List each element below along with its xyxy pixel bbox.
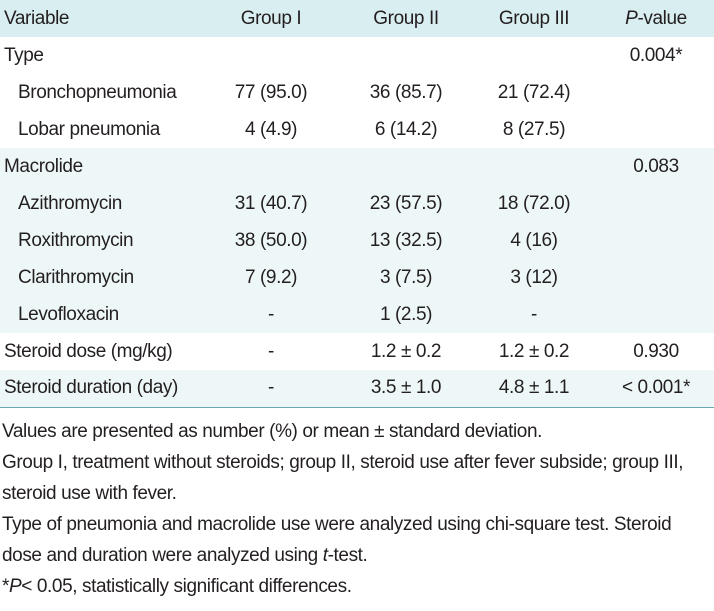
header-p-italic: P: [625, 7, 638, 29]
cell-group-2: 23 (57.5): [369, 192, 443, 214]
cell-group-1: 4 (4.9): [244, 118, 298, 140]
cell-group-3: [470, 148, 598, 185]
table-header-row: Variable Group I Group II Group III P-va…: [0, 0, 714, 37]
row-label: Macrolide: [4, 155, 83, 177]
row-label: Lobar pneumonia: [18, 118, 160, 140]
table-row: Azithromycin 31 (40.7) 23 (57.5) 18 (72.…: [0, 185, 714, 222]
row-label: Levofloxacin: [18, 303, 119, 325]
footnote-groups: Group I, treatment without steroids; gro…: [2, 451, 684, 504]
footnote-significance: *P< 0.05, statistically significant diff…: [2, 571, 712, 602]
header-group-1: Group I: [240, 7, 302, 29]
cell-group-1: 31 (40.7): [234, 192, 308, 214]
header-group-2: Group II: [373, 7, 439, 29]
cell-p-value: [598, 74, 714, 111]
cell-group-3: -: [531, 303, 537, 325]
cell-group-3: 21 (72.4): [497, 81, 571, 103]
cell-p-value: 0.930: [633, 340, 679, 362]
cell-group-3: 3 (12): [510, 266, 558, 288]
cell-p-value: [598, 185, 714, 222]
header-variable: Variable: [4, 7, 70, 29]
cell-group-2: 3 (7.5): [379, 266, 433, 288]
table-row: Bronchopneumonia 77 (95.0) 36 (85.7) 21 …: [0, 74, 714, 111]
table-footnotes: Values are presented as number (%) or me…: [0, 416, 712, 602]
cell-group-3: 1.2 ± 0.2: [498, 340, 570, 362]
row-label: Steroid duration (day): [0, 370, 200, 408]
footnote-tests-t-italic: t: [322, 544, 328, 566]
cell-group-1: -: [268, 303, 274, 325]
table-row: Clarithromycin 7 (9.2) 3 (7.5) 3 (12): [0, 259, 714, 296]
cell-p-value: [598, 111, 714, 148]
cell-group-1: 7 (9.2): [244, 266, 298, 288]
cell-group-1: [200, 37, 342, 74]
row-label: Roxithromycin: [18, 229, 134, 251]
header-p-rest: -value: [637, 7, 687, 29]
table-row: Steroid duration (day) - 3.5 ± 1.0 4.8 ±…: [0, 370, 714, 408]
table-row: Lobar pneumonia 4 (4.9) 6 (14.2) 8 (27.5…: [0, 111, 714, 148]
table-row: Type 0.004*: [0, 37, 714, 74]
cell-group-1: [200, 148, 342, 185]
row-label: Azithromycin: [18, 192, 122, 214]
cell-group-1: 38 (50.0): [234, 229, 308, 251]
cell-p-value: [598, 259, 714, 296]
cell-group-2: [342, 37, 470, 74]
cell-group-3: 18 (72.0): [497, 192, 571, 214]
table-row: Levofloxacin - 1 (2.5) -: [0, 296, 714, 333]
cell-group-2: 13 (32.5): [369, 229, 443, 251]
cell-group-1: 77 (95.0): [234, 81, 308, 103]
cell-group-3: 4.8 ± 1.1: [470, 370, 598, 408]
footnote-star: *: [2, 575, 9, 597]
cell-group-2: 36 (85.7): [369, 81, 443, 103]
footnote-tests-suffix: -test.: [327, 544, 368, 566]
cell-p-value: 0.004*: [629, 44, 683, 66]
row-label: Steroid dose (mg/kg): [4, 340, 173, 362]
header-p-value: P-value: [598, 0, 714, 37]
cell-p-value: [598, 222, 714, 259]
cell-p-value: [598, 296, 714, 333]
cell-group-2: [342, 148, 470, 185]
table-row: Roxithromycin 38 (50.0) 13 (32.5) 4 (16): [0, 222, 714, 259]
cell-p-value: < 0.001*: [598, 370, 714, 408]
cell-group-1: -: [268, 340, 274, 362]
footnote-values: Values are presented as number (%) or me…: [2, 420, 543, 442]
row-label: Type: [4, 44, 44, 66]
footnote-tests-text: Type of pneumonia and macrolide use were…: [2, 513, 672, 566]
header-group-3: Group III: [498, 7, 570, 29]
results-table: Variable Group I Group II Group III P-va…: [0, 0, 714, 408]
footnote-significance-text: < 0.05, statistically significant differ…: [21, 575, 352, 597]
cell-group-2: 3.5 ± 1.0: [342, 370, 470, 408]
footnote-tests: Type of pneumonia and macrolide use were…: [2, 509, 712, 571]
table-row: Steroid dose (mg/kg) - 1.2 ± 0.2 1.2 ± 0…: [0, 333, 714, 370]
table-row: Macrolide 0.083: [0, 148, 714, 185]
cell-group-3: 8 (27.5): [502, 118, 566, 140]
cell-group-2: 1.2 ± 0.2: [370, 340, 442, 362]
row-label: Clarithromycin: [18, 266, 134, 288]
cell-group-2: 6 (14.2): [374, 118, 438, 140]
row-label: Bronchopneumonia: [18, 81, 177, 103]
footnote-p-italic: P: [9, 575, 22, 597]
cell-group-3: [470, 37, 598, 74]
cell-group-3: 4 (16): [510, 229, 558, 251]
cell-p-value: 0.083: [633, 155, 679, 177]
cell-group-1: -: [200, 370, 342, 408]
cell-group-2: 1 (2.5): [379, 303, 433, 325]
